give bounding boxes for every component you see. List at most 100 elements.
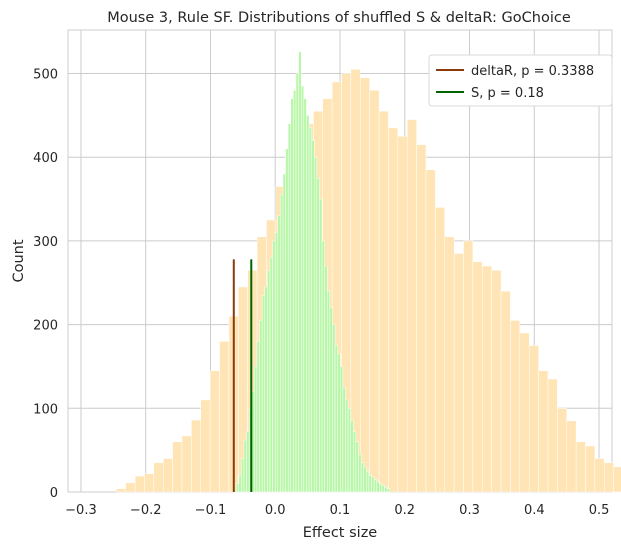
legend-box xyxy=(428,54,613,107)
histogram-bar-1 xyxy=(298,51,302,493)
x-tick-label: 0.2 xyxy=(394,503,415,518)
histogram-bar-1 xyxy=(290,98,294,493)
histogram-bar-1 xyxy=(261,295,266,493)
histogram-bar-1 xyxy=(259,320,263,493)
histogram-bar-1 xyxy=(381,485,385,493)
x-tick-label: 0.0 xyxy=(265,503,286,518)
histogram-bar-0 xyxy=(378,110,389,493)
histogram-bar-1 xyxy=(350,420,354,493)
histogram-bar-0 xyxy=(463,240,474,493)
y-axis-label: Count xyxy=(11,239,27,282)
x-tick-label: 0.5 xyxy=(589,503,610,518)
histogram-bar-1 xyxy=(360,462,364,493)
y-tick-label: 200 xyxy=(33,319,58,334)
histogram-bar-0 xyxy=(144,473,155,493)
histogram-bar-1 xyxy=(355,441,359,493)
histogram-bar-0 xyxy=(528,345,539,493)
x-tick-label: −0.1 xyxy=(195,503,227,518)
histogram-bar-1 xyxy=(308,127,312,493)
histogram-bar-0 xyxy=(406,119,417,493)
histogram-bar-1 xyxy=(373,479,377,493)
histogram-bar-0 xyxy=(125,482,136,493)
histogram-bar-1 xyxy=(303,98,307,493)
histogram-bar-0 xyxy=(472,261,483,493)
histogram-bar-1 xyxy=(254,366,258,493)
y-tick-label: 0 xyxy=(50,486,58,501)
y-tick-label: 500 xyxy=(33,68,58,83)
histogram-bar-0 xyxy=(172,441,183,493)
histogram-bar-0 xyxy=(575,441,586,493)
histogram-bar-1 xyxy=(316,177,320,493)
histogram-bar-0 xyxy=(397,136,408,493)
histogram-bar-0 xyxy=(444,236,455,493)
histogram-bar-1 xyxy=(332,324,336,493)
y-tick-label: 300 xyxy=(33,235,58,250)
histogram-bar-0 xyxy=(219,341,230,493)
x-tick-label: 0.3 xyxy=(459,503,480,518)
histogram-bar-1 xyxy=(282,173,286,493)
histogram-bar-1 xyxy=(345,399,349,493)
histogram-bar-1 xyxy=(386,488,390,493)
x-tick-label: 0.1 xyxy=(330,503,351,518)
histogram-bar-1 xyxy=(274,232,279,493)
legend: deltaR, p = 0.3388 S, p = 0.18 xyxy=(428,54,613,107)
histogram-bar-0 xyxy=(425,169,436,493)
histogram-bar-1 xyxy=(329,307,333,493)
histogram-bar-1 xyxy=(368,475,372,493)
histogram-bar-1 xyxy=(277,215,281,493)
legend-s-label: S, p = 0.18 xyxy=(471,86,544,101)
histogram-bar-0 xyxy=(594,458,605,493)
histogram-bar-0 xyxy=(191,419,202,493)
histogram-bar-0 xyxy=(416,144,427,493)
histogram-bar-0 xyxy=(566,420,577,493)
histogram-bar-1 xyxy=(280,194,284,493)
histogram-bar-1 xyxy=(287,123,292,493)
histogram-bar-1 xyxy=(311,140,315,493)
x-axis-label: Effect size xyxy=(303,525,378,541)
histogram-bar-0 xyxy=(519,332,530,493)
histogram-bar-0 xyxy=(369,90,380,493)
histogram-bar-0 xyxy=(547,378,558,493)
histogram-bar-1 xyxy=(285,148,289,493)
chart-title: Mouse 3, Rule SF. Distributions of shuff… xyxy=(107,10,571,26)
histogram-bar-1 xyxy=(319,198,323,493)
histogram-bar-1 xyxy=(267,269,271,493)
histogram-bar-0 xyxy=(388,127,399,493)
legend-deltar-label: deltaR, p = 0.3388 xyxy=(471,64,594,79)
histogram-bar-0 xyxy=(200,399,211,493)
histogram-bar-1 xyxy=(358,454,362,493)
histogram-bar-1 xyxy=(269,257,273,493)
x-tick-label: 0.4 xyxy=(524,503,545,518)
histogram-bar-0 xyxy=(116,488,126,493)
histogram-bar-0 xyxy=(181,435,192,493)
histogram-bar-1 xyxy=(241,458,245,493)
histogram-bar-1 xyxy=(313,156,318,493)
tick-labels: −0.3 −0.2 −0.1 0.0 0.1 0.2 0.3 0.4 0.5 0 100 200 300… xyxy=(33,68,609,518)
histogram-bar-1 xyxy=(353,431,357,493)
histogram-bar-0 xyxy=(604,462,614,493)
histogram-bar-0 xyxy=(453,253,464,493)
histogram-bar-0 xyxy=(153,462,164,493)
y-tick-label: 400 xyxy=(33,151,58,166)
histogram-bar-0 xyxy=(557,408,567,493)
histogram-bar-1 xyxy=(327,290,331,493)
x-tick-label: −0.2 xyxy=(130,503,162,518)
histogram-bar-0 xyxy=(538,370,549,493)
histogram-bar-1 xyxy=(371,476,375,493)
histogram-bar-1 xyxy=(295,73,299,493)
histogram-bar-1 xyxy=(235,483,239,493)
histogram-bar-1 xyxy=(363,466,367,493)
histogram-bar-1 xyxy=(256,341,260,493)
histogram-bar-1 xyxy=(337,353,341,493)
histogram-bar-1 xyxy=(342,387,346,493)
histogram-bar-0 xyxy=(435,207,446,493)
histogram-bar-1 xyxy=(243,439,247,493)
histogram-bar-0 xyxy=(482,265,492,493)
histogram-bar-1 xyxy=(300,85,305,493)
y-tick-label: 100 xyxy=(33,402,58,417)
histogram-bar-1 xyxy=(366,470,370,493)
histogram-bar-0 xyxy=(510,320,521,493)
histogram-bar-1 xyxy=(340,366,344,493)
histogram-bar-1 xyxy=(376,481,380,493)
